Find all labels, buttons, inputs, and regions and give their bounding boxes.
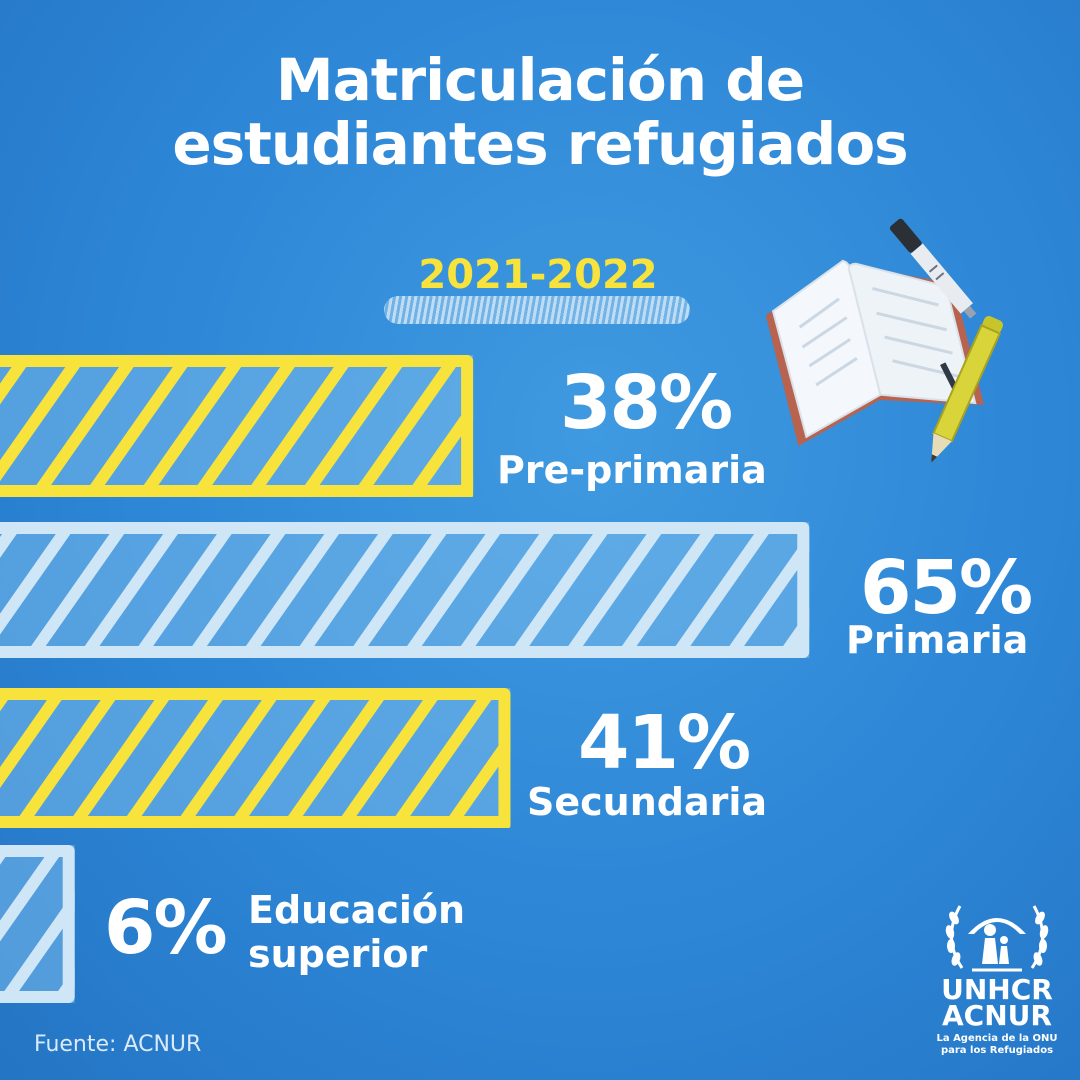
logo-tagline-line-2: para los Refugiados	[940, 1045, 1054, 1056]
notebook-pen-pencil-illustration	[765, 218, 1004, 463]
bar-outline-pre-primaria	[0, 355, 474, 497]
category-label-primaria: Primaria	[846, 618, 1029, 662]
bar-outline-secundaria	[0, 688, 511, 828]
bar-secundaria	[0, 688, 511, 828]
bar-fill-educacion-superior	[0, 845, 75, 1003]
category-label-educacion-superior-line-2: superior	[248, 932, 428, 976]
bar-fill-secundaria	[0, 688, 511, 828]
source-note: Fuente: ACNUR	[34, 1032, 202, 1057]
notebook-icon	[765, 259, 984, 447]
logo-name-en: UNHCR	[941, 973, 1053, 1006]
chart-title-line-2: estudiantes refugiados	[172, 110, 908, 178]
value-label-primaria: 65%	[860, 545, 1033, 631]
chart-title: Matriculación de estudiantes refugiados	[40, 48, 1040, 176]
category-label-educacion-superior: Educación superior	[248, 888, 465, 976]
bar-educacion-superior	[0, 845, 75, 1003]
bar-primaria	[0, 522, 810, 658]
category-label-pre-primaria: Pre-primaria	[497, 448, 767, 492]
bar-fill-pre-primaria	[0, 355, 474, 497]
bar-pre-primaria	[0, 355, 474, 497]
unhcr-emblem-icon	[945, 905, 1049, 972]
bar-fill-primaria	[0, 522, 810, 658]
value-label-secundaria: 41%	[578, 700, 751, 786]
bar-outline-primaria	[0, 522, 810, 658]
value-label-educacion-superior: 6%	[104, 885, 228, 971]
category-label-educacion-superior-line-1: Educación	[248, 888, 466, 932]
period-label: 2021-2022	[418, 252, 658, 298]
period-underline-scribble	[384, 296, 690, 324]
period-block: 2021-2022	[380, 252, 696, 328]
chart-title-line-1: Matriculación de	[275, 46, 805, 114]
value-label-pre-primaria: 38%	[560, 360, 733, 446]
pencil-icon	[931, 316, 1004, 463]
logo-name-es: ACNUR	[942, 999, 1052, 1032]
logo-tagline-line-1: La Agencia de la ONU	[936, 1033, 1058, 1044]
category-label-secundaria: Secundaria	[527, 780, 768, 824]
marker-pen-icon	[889, 218, 977, 319]
bar-outline-educacion-superior	[0, 845, 75, 1003]
unhcr-logo: UNHCR ACNUR La Agencia de la ONU para lo…	[932, 898, 1062, 1058]
